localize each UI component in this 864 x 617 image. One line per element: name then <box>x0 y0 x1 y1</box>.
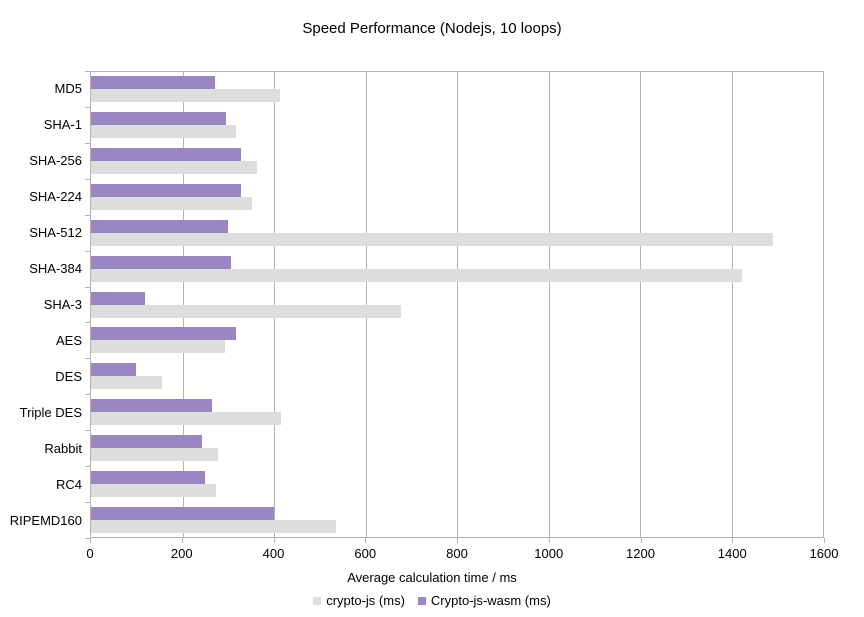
bar-rabbit-crypto-js-ms <box>91 448 219 462</box>
y-tick <box>85 142 90 144</box>
x-tick-label-1600: 1600 <box>809 546 839 561</box>
y-tick <box>85 466 90 468</box>
x-tick-label-400: 400 <box>262 546 285 561</box>
x-tick-label-1400: 1400 <box>717 546 747 561</box>
x-tick-600 <box>365 538 367 543</box>
y-category-label-ripemd160: RIPEMD160 <box>9 512 82 528</box>
legend-label-crypto-js-wasm-ms: Crypto-js-wasm (ms) <box>430 593 551 608</box>
x-tick-1400 <box>732 538 734 543</box>
legend-item-crypto-js-ms: crypto-js (ms) <box>313 593 405 608</box>
y-category-label-sha-256: SHA-256 <box>29 153 82 169</box>
x-axis-title: Average calculation time / ms <box>347 570 517 585</box>
bar-sha-384-crypto-js-wasm-ms <box>91 255 232 269</box>
bar-sha-1-crypto-js-ms <box>91 124 237 138</box>
gridline-200 <box>182 72 184 537</box>
gridline-400 <box>274 72 275 537</box>
legend-swatch-crypto-js-wasm-ms <box>417 596 426 605</box>
x-tick-label-0: 0 <box>86 546 94 561</box>
legend: crypto-js (ms) Crypto-js-wasm (ms) <box>0 593 864 608</box>
bar-sha-512-crypto-js-wasm-ms <box>91 219 229 233</box>
y-tick <box>85 358 90 360</box>
bar-sha-512-crypto-js-ms <box>91 232 774 246</box>
x-tick-label-600: 600 <box>354 546 377 561</box>
bar-aes-crypto-js-wasm-ms <box>91 327 237 341</box>
gridline-1400 <box>731 72 733 537</box>
y-category-label-sha-224: SHA-224 <box>29 189 82 205</box>
y-category-label-sha-1: SHA-1 <box>43 117 82 133</box>
y-axis-category-labels: MD5 SHA-1 SHA-256 SHA-224 SHA-512 SHA-384 SHA-… <box>0 71 82 538</box>
bar-md5-crypto-js-wasm-ms <box>91 76 215 89</box>
y-tick <box>85 538 90 539</box>
x-tick-400 <box>273 538 275 543</box>
bar-sha-3-crypto-js-ms <box>91 304 402 318</box>
y-category-label-sha-384: SHA-384 <box>29 261 82 277</box>
bar-rc4-crypto-js-wasm-ms <box>91 471 205 485</box>
y-category-label-rabbit: Rabbit <box>44 440 82 456</box>
bar-rc4-crypto-js-ms <box>91 484 217 498</box>
y-category-label-aes: AES <box>55 332 82 348</box>
y-category-label-sha-512: SHA-512 <box>29 225 82 241</box>
bar-triple-des-crypto-js-wasm-ms <box>91 399 213 413</box>
bar-sha-3-crypto-js-wasm-ms <box>91 291 145 305</box>
y-tick <box>85 71 90 72</box>
gridline-1000 <box>548 72 550 537</box>
bar-sha-256-crypto-js-wasm-ms <box>91 147 241 161</box>
y-tick <box>85 250 90 252</box>
x-tick-label-1200: 1200 <box>626 546 655 561</box>
x-tick-1600 <box>824 538 825 543</box>
chart-title: Speed Performance (Nodejs, 10 loops) <box>302 20 562 37</box>
bar-ripemd160-crypto-js-ms <box>91 520 336 534</box>
y-tick <box>85 502 90 504</box>
bar-aes-crypto-js-ms <box>91 340 225 354</box>
x-tick-1200 <box>640 538 642 543</box>
y-tick <box>85 106 90 108</box>
bar-ripemd160-crypto-js-wasm-ms <box>91 507 275 521</box>
bar-sha-1-crypto-js-wasm-ms <box>91 111 226 125</box>
legend-item-crypto-js-wasm-ms: Crypto-js-wasm (ms) <box>417 593 551 608</box>
bar-rabbit-crypto-js-wasm-ms <box>91 435 202 449</box>
x-tick-label-1000: 1000 <box>534 546 564 561</box>
legend-label-crypto-js-ms: crypto-js (ms) <box>326 593 405 608</box>
bar-sha-224-crypto-js-ms <box>91 196 253 210</box>
gridline-1200 <box>640 72 641 537</box>
y-category-label-des: DES <box>55 368 82 384</box>
y-category-label-sha-3: SHA-3 <box>43 296 82 312</box>
y-tick <box>85 286 90 288</box>
y-tick <box>85 214 90 216</box>
gridline-800 <box>457 72 458 537</box>
bar-triple-des-crypto-js-ms <box>91 412 282 426</box>
gridline-600 <box>365 72 367 537</box>
x-tick-800 <box>457 538 458 543</box>
bar-md5-crypto-js-ms <box>91 89 280 102</box>
bar-sha-256-crypto-js-ms <box>91 160 257 174</box>
plot-area <box>90 71 824 538</box>
y-tick <box>85 394 90 396</box>
bar-des-crypto-js-ms <box>91 376 162 390</box>
bar-des-crypto-js-wasm-ms <box>91 363 137 377</box>
y-tick <box>85 178 90 180</box>
x-tick-label-200: 200 <box>170 546 193 561</box>
y-category-label-rc4: RC4 <box>55 476 82 492</box>
x-tick-1000 <box>548 538 550 543</box>
y-category-label-md5: MD5 <box>54 81 82 97</box>
x-tick-label-800: 800 <box>446 546 468 561</box>
bar-sha-384-crypto-js-ms <box>91 268 743 282</box>
bar-sha-224-crypto-js-wasm-ms <box>91 183 241 197</box>
x-tick-200 <box>181 538 183 543</box>
x-tick-0 <box>90 538 91 543</box>
y-category-label-triple-des: Triple DES <box>19 404 82 420</box>
legend-swatch-crypto-js-ms <box>313 596 322 605</box>
y-tick <box>85 322 90 324</box>
y-tick <box>85 430 90 432</box>
